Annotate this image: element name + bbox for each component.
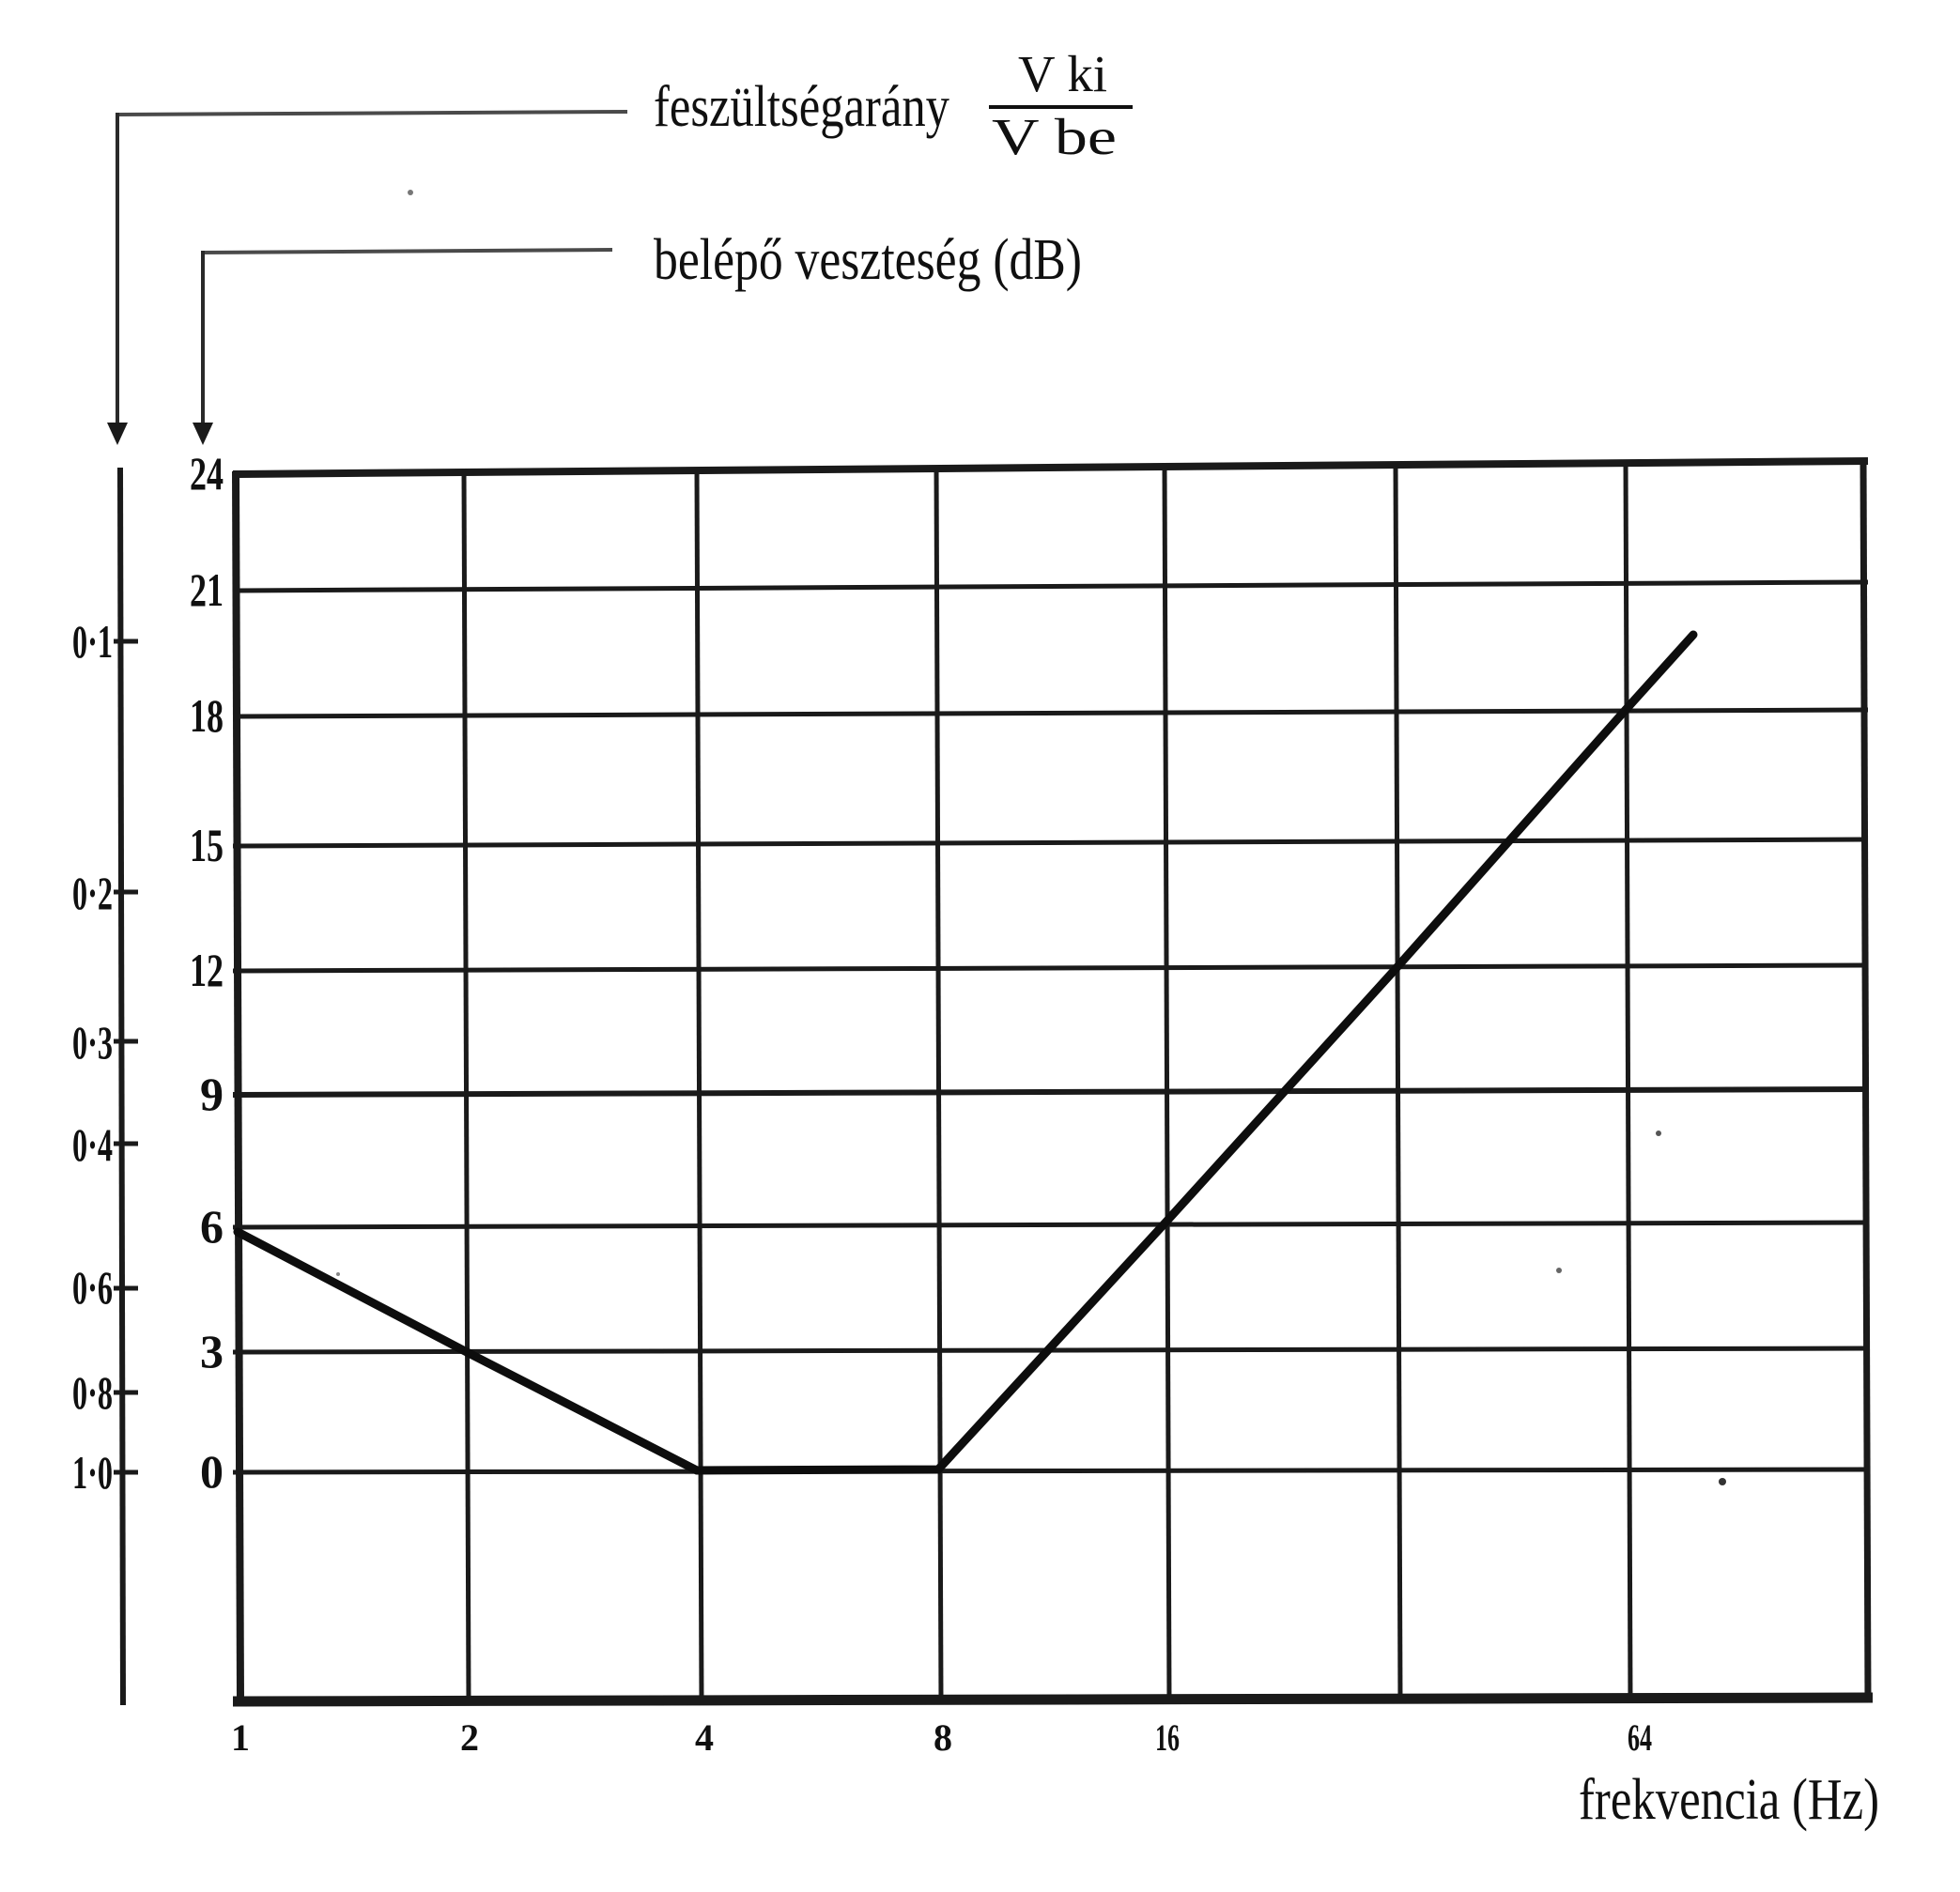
svg-text:0·4: 0·4 — [72, 1118, 113, 1171]
svg-text:4: 4 — [695, 1716, 714, 1759]
svg-text:15: 15 — [190, 819, 224, 871]
svg-text:6: 6 — [200, 1200, 224, 1253]
svg-text:0·8: 0·8 — [72, 1366, 113, 1419]
svg-text:0·3: 0·3 — [72, 1016, 113, 1069]
svg-text:24: 24 — [190, 447, 224, 500]
svg-text:feszültségarány: feszültségarány — [654, 75, 949, 139]
svg-text:V ki: V ki — [1018, 45, 1107, 102]
svg-text:1·0: 1·0 — [72, 1446, 113, 1499]
svg-text:18: 18 — [190, 689, 224, 742]
svg-text:V be: V be — [992, 108, 1117, 165]
svg-text:0: 0 — [200, 1445, 224, 1498]
svg-text:0·6: 0·6 — [72, 1261, 113, 1314]
svg-text:0·2: 0·2 — [72, 867, 113, 919]
svg-text:2: 2 — [460, 1716, 479, 1759]
svg-text:64: 64 — [1628, 1716, 1652, 1759]
svg-text:belépő veszteség (dB): belépő veszteség (dB) — [654, 228, 1082, 292]
svg-text:3: 3 — [200, 1325, 224, 1377]
svg-text:9: 9 — [200, 1068, 224, 1120]
svg-text:8: 8 — [934, 1716, 952, 1759]
svg-text:frekvencia (Hz): frekvencia (Hz) — [1579, 1768, 1879, 1832]
svg-text:1: 1 — [231, 1716, 250, 1759]
svg-text:0·1: 0·1 — [72, 615, 113, 668]
svg-text:21: 21 — [190, 563, 224, 616]
svg-text:12: 12 — [190, 944, 224, 996]
svg-text:16: 16 — [1155, 1716, 1180, 1759]
